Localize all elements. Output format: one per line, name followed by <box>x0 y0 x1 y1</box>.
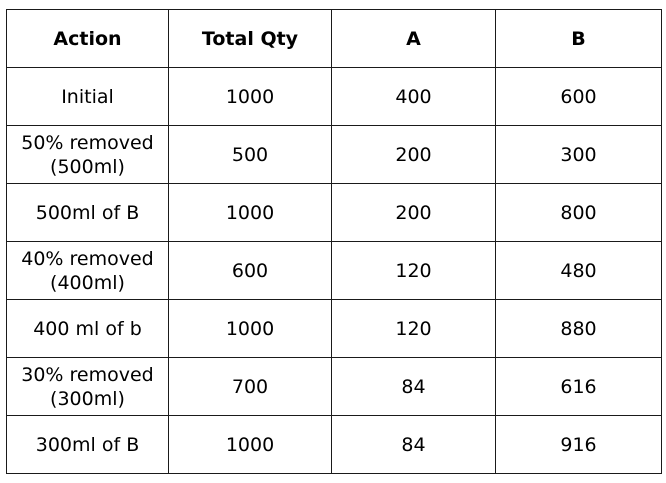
b-cell: 800 <box>495 183 662 242</box>
action-cell: Initial <box>6 67 169 126</box>
table-row: 40% removed (400ml) 600 120 480 <box>6 241 662 300</box>
b-cell: 880 <box>495 299 662 358</box>
a-cell: 120 <box>331 241 496 300</box>
total-qty-cell: 1000 <box>168 67 332 126</box>
total-qty-cell: 700 <box>168 357 332 416</box>
table-row: 50% removed (500ml) 500 200 300 <box>6 125 662 184</box>
action-text: 40% removed (400ml) <box>21 247 154 294</box>
b-cell: 616 <box>495 357 662 416</box>
action-cell: 300ml of B <box>6 415 169 474</box>
header-row: Action Total Qty A B <box>6 9 662 68</box>
table-row: Initial 1000 400 600 <box>6 67 662 126</box>
a-cell: 200 <box>331 125 496 184</box>
b-cell: 916 <box>495 415 662 474</box>
table-row: 500ml of B 1000 200 800 <box>6 183 662 242</box>
action-cell: 30% removed (300ml) <box>6 357 169 416</box>
total-qty-cell: 500 <box>168 125 332 184</box>
table-row: 30% removed (300ml) 700 84 616 <box>6 357 662 416</box>
mixture-table: Action Total Qty A B Initial 1000 400 60… <box>6 9 662 474</box>
action-cell: 40% removed (400ml) <box>6 241 169 300</box>
action-text: 400 ml of b <box>33 317 142 340</box>
total-qty-cell: 1000 <box>168 415 332 474</box>
action-text: 500ml of B <box>35 201 140 224</box>
action-text: 30% removed (300ml) <box>21 363 154 410</box>
action-text: 50% removed (500ml) <box>21 131 154 178</box>
action-text: 300ml of B <box>35 433 140 456</box>
header-b: B <box>495 9 662 68</box>
action-cell: 500ml of B <box>6 183 169 242</box>
header-a: A <box>331 9 496 68</box>
b-cell: 300 <box>495 125 662 184</box>
total-qty-cell: 1000 <box>168 299 332 358</box>
total-qty-cell: 1000 <box>168 183 332 242</box>
b-cell: 600 <box>495 67 662 126</box>
b-cell: 480 <box>495 241 662 300</box>
total-qty-cell: 600 <box>168 241 332 300</box>
a-cell: 84 <box>331 415 496 474</box>
a-cell: 84 <box>331 357 496 416</box>
action-text: Initial <box>61 85 114 108</box>
a-cell: 200 <box>331 183 496 242</box>
table-row: 400 ml of b 1000 120 880 <box>6 299 662 358</box>
a-cell: 120 <box>331 299 496 358</box>
table-row: 300ml of B 1000 84 916 <box>6 415 662 474</box>
action-cell: 50% removed (500ml) <box>6 125 169 184</box>
header-action: Action <box>6 9 169 68</box>
a-cell: 400 <box>331 67 496 126</box>
header-total-qty: Total Qty <box>168 9 332 68</box>
action-cell: 400 ml of b <box>6 299 169 358</box>
